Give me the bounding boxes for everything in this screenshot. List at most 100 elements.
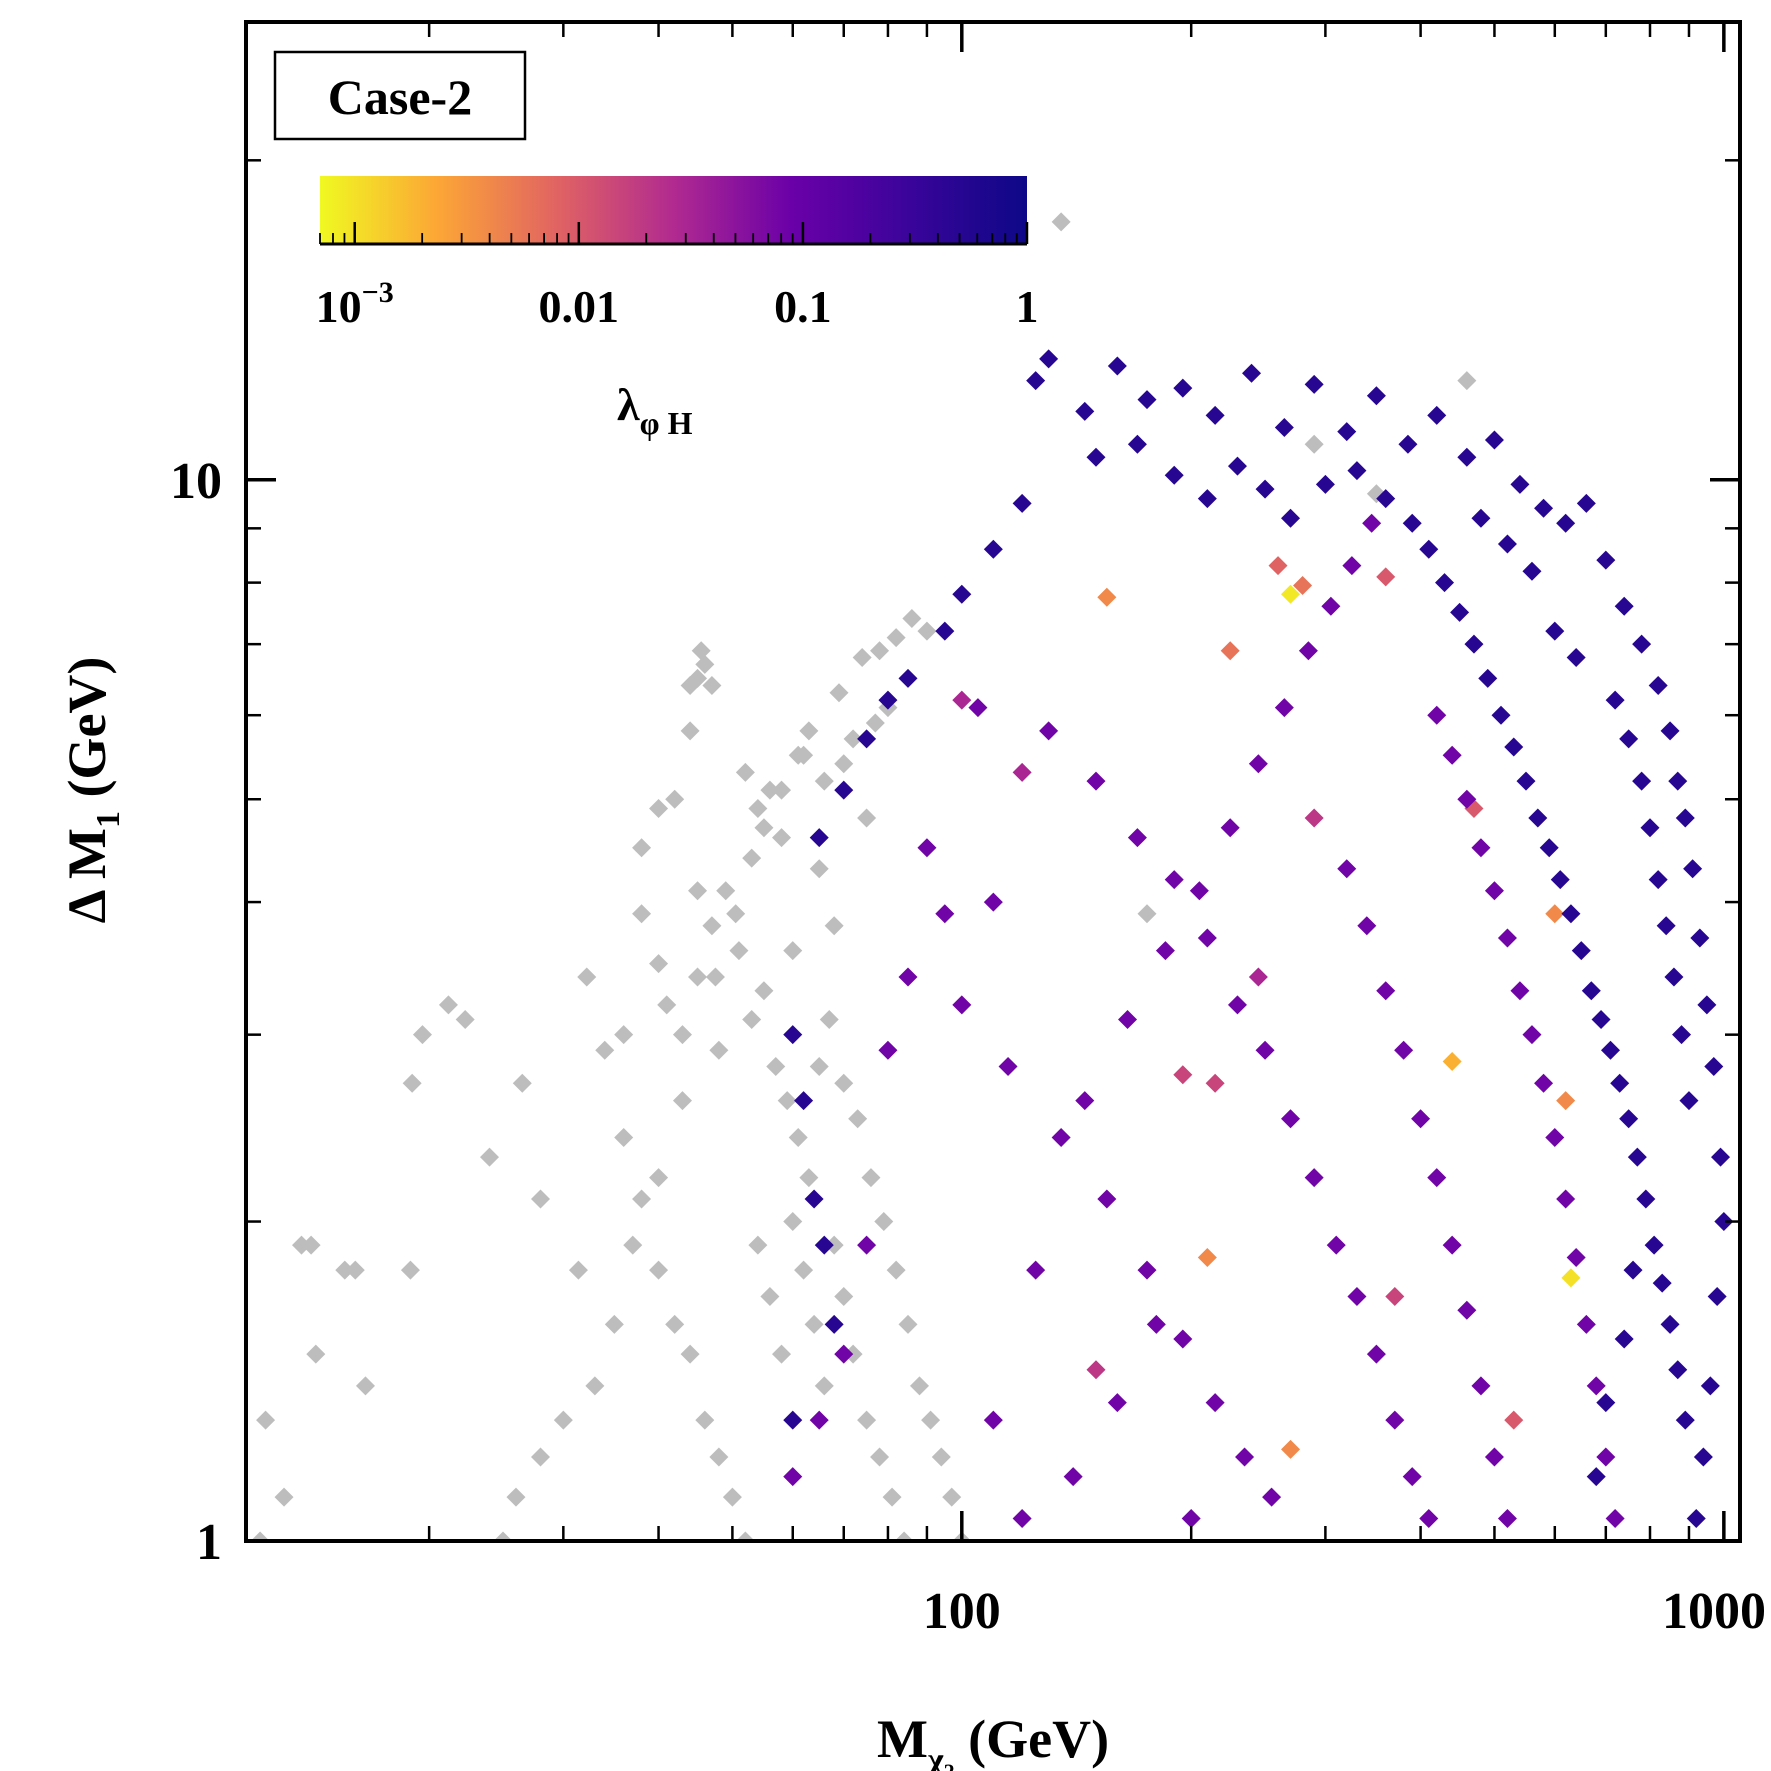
data-point <box>1484 1447 1504 1467</box>
excluded-point <box>595 1040 615 1060</box>
excluded-point <box>455 1010 475 1030</box>
excluded-point <box>274 1487 294 1507</box>
data-point <box>1561 1268 1581 1288</box>
data-point <box>1039 721 1059 741</box>
data-point <box>1137 390 1157 410</box>
data-point <box>1614 596 1634 616</box>
excluded-point <box>909 1376 929 1396</box>
excluded-point <box>772 828 792 848</box>
data-point <box>1660 1314 1680 1334</box>
data-point <box>1457 1300 1477 1320</box>
data-point <box>1281 584 1301 604</box>
data-point <box>1248 967 1268 987</box>
data-point <box>1442 1235 1462 1255</box>
data-point <box>1534 498 1554 518</box>
data-point <box>1385 1410 1405 1430</box>
case-label-box <box>273 50 527 141</box>
data-point <box>1576 493 1596 513</box>
data-point <box>1471 1376 1491 1396</box>
excluded-point <box>829 683 849 703</box>
data-point <box>917 838 937 858</box>
data-point <box>1137 1260 1157 1280</box>
data-point <box>1127 828 1147 848</box>
data-point <box>1556 1091 1576 1111</box>
data-point <box>1591 1010 1611 1030</box>
data-point <box>1534 1073 1554 1093</box>
excluded-point <box>292 1235 312 1255</box>
data-point <box>1668 1360 1688 1380</box>
excluded-point <box>834 1073 854 1093</box>
data-point <box>1619 1109 1639 1129</box>
data-point <box>1435 573 1455 593</box>
excluded-point <box>874 1212 894 1232</box>
data-point <box>968 698 988 718</box>
data-point <box>1274 698 1294 718</box>
excluded-point <box>857 1410 877 1430</box>
data-point <box>1197 928 1217 948</box>
data-point <box>1227 995 1247 1015</box>
data-point <box>1398 434 1418 454</box>
data-point <box>1107 1393 1127 1413</box>
excluded-point <box>834 754 854 774</box>
data-point <box>983 892 1003 912</box>
data-point <box>1164 870 1184 890</box>
excluded-point <box>819 1010 839 1030</box>
excluded-point <box>886 1260 906 1280</box>
data-point <box>1457 789 1477 809</box>
data-point <box>1411 1109 1431 1129</box>
excluded-point <box>705 967 725 987</box>
data-point <box>1262 1487 1282 1507</box>
data-point <box>1281 508 1301 528</box>
excluded-point <box>783 1212 803 1232</box>
colorbar-title-main: λ <box>617 379 640 430</box>
data-point <box>1528 808 1548 828</box>
data-point <box>1504 737 1524 757</box>
excluded-point <box>857 808 877 828</box>
excluded-point <box>493 1531 513 1541</box>
data-point <box>1664 967 1684 987</box>
data-point <box>1274 418 1294 438</box>
data-point <box>1189 881 1209 901</box>
x-axis-ticks: 100 1000 <box>427 22 1766 1640</box>
excluded-point <box>1137 904 1157 924</box>
excluded-point <box>1304 434 1324 454</box>
excluded-point <box>814 771 834 791</box>
y-axis-title-unit: (GeV) <box>57 657 117 811</box>
excluded-point <box>772 1344 792 1364</box>
colorbar-tick-label: 0.1 <box>774 281 832 332</box>
data-point <box>1315 474 1335 494</box>
data-point <box>1173 1329 1193 1349</box>
data-point <box>1510 981 1530 1001</box>
data-point <box>1632 771 1652 791</box>
data-point <box>1693 1447 1713 1467</box>
data-point <box>1679 1091 1699 1111</box>
excluded-point <box>824 916 844 936</box>
data-point <box>878 1040 898 1060</box>
excluded-point <box>852 648 872 668</box>
data-point <box>1242 363 1262 383</box>
excluded-point <box>788 1128 808 1148</box>
excluded-point <box>688 881 708 901</box>
data-point <box>878 690 898 710</box>
colorbar-tick-label: 10−3 <box>316 276 394 332</box>
data-point <box>1619 729 1639 749</box>
data-point <box>1376 567 1396 587</box>
excluded-point <box>688 668 708 688</box>
y-axis-ticks: 1 10 <box>170 159 1740 1571</box>
data-point <box>1063 1467 1083 1487</box>
excluded-point <box>250 1531 270 1541</box>
excluded-point <box>709 1040 729 1060</box>
data-point <box>1337 859 1357 879</box>
excluded-point <box>870 641 890 661</box>
data-point <box>1347 1286 1367 1306</box>
data-point <box>1220 818 1240 838</box>
excluded-point <box>754 818 774 838</box>
excluded-point <box>632 838 652 858</box>
data-point <box>1668 771 1688 791</box>
y-tick-label: 10 <box>170 453 222 510</box>
data-point <box>1504 1410 1524 1430</box>
excluded-point <box>400 1260 420 1280</box>
excluded-point <box>894 1531 914 1541</box>
data-point <box>1596 1393 1616 1413</box>
data-point <box>1545 1128 1565 1148</box>
